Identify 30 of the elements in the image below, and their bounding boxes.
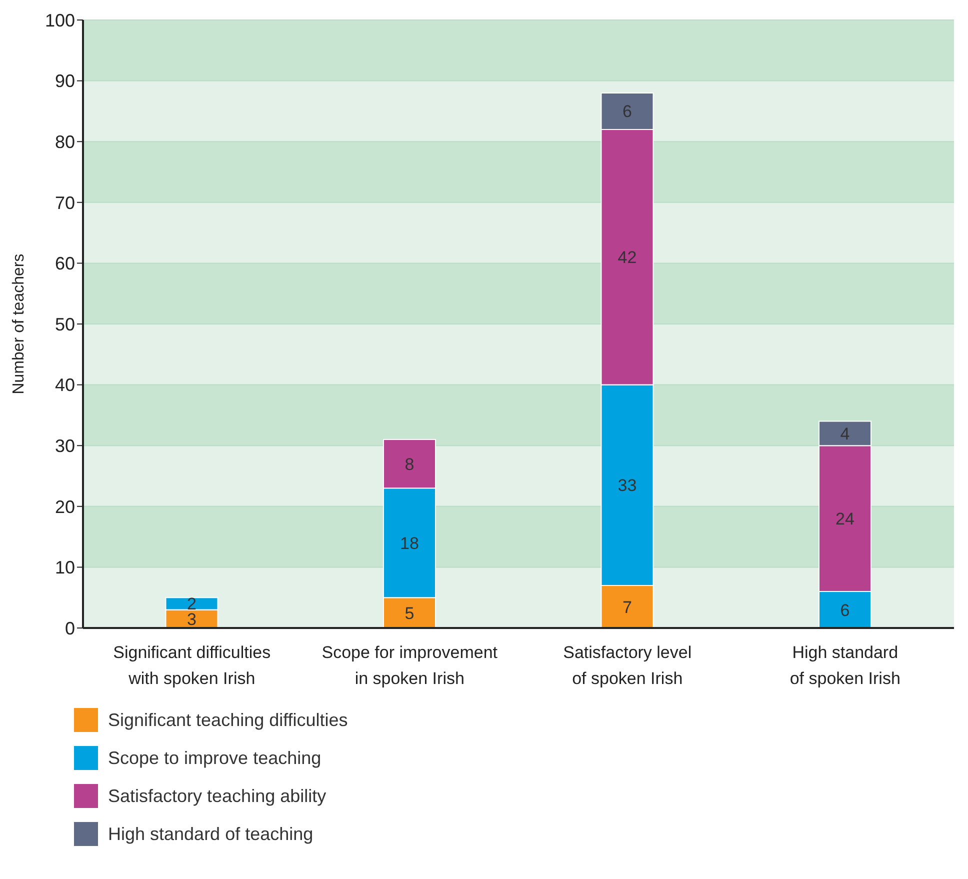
legend-label: High standard of teaching <box>108 824 314 844</box>
data-label: 7 <box>622 598 632 617</box>
data-label: 18 <box>400 534 419 553</box>
y-axis-title: Number of teachers <box>10 254 28 394</box>
data-label: 6 <box>622 102 632 122</box>
data-label: 8 <box>404 454 414 474</box>
x-tick-label: Significant difficulties with spoken Irish <box>113 643 271 688</box>
y-tick-label: 20 <box>54 496 75 517</box>
legend-label: Significant teaching difficulties <box>108 710 348 730</box>
y-tick-label: 50 <box>54 314 75 334</box>
data-label: 33 <box>618 476 637 496</box>
x-tick-label: High standard of spoken Irish <box>790 643 900 688</box>
y-tick-label: 0 <box>64 618 75 638</box>
y-tick-label: 10 <box>54 558 75 578</box>
x-tick-label: Scope for improvement in spoken Irish <box>322 643 498 688</box>
legend-label: Satisfactory teaching ability <box>108 786 326 806</box>
y-tick-label: 40 <box>54 375 75 396</box>
legend-label: Scope to improve teaching <box>108 748 322 768</box>
data-label: 4 <box>840 424 850 444</box>
y-tick-label: 60 <box>54 254 75 274</box>
data-label: 6 <box>840 600 850 620</box>
y-tick-label: 90 <box>54 71 75 92</box>
y-tick-label: 30 <box>54 436 75 456</box>
x-tick-label: Satisfactory level of spoken Irish <box>563 643 692 688</box>
y-tick-label: 80 <box>54 132 75 152</box>
data-label: 24 <box>836 510 854 529</box>
y-tick-label: 70 <box>54 192 75 213</box>
data-label: 42 <box>618 248 637 268</box>
data-label: 5 <box>404 604 414 623</box>
y-tick-label: 100 <box>44 10 75 30</box>
